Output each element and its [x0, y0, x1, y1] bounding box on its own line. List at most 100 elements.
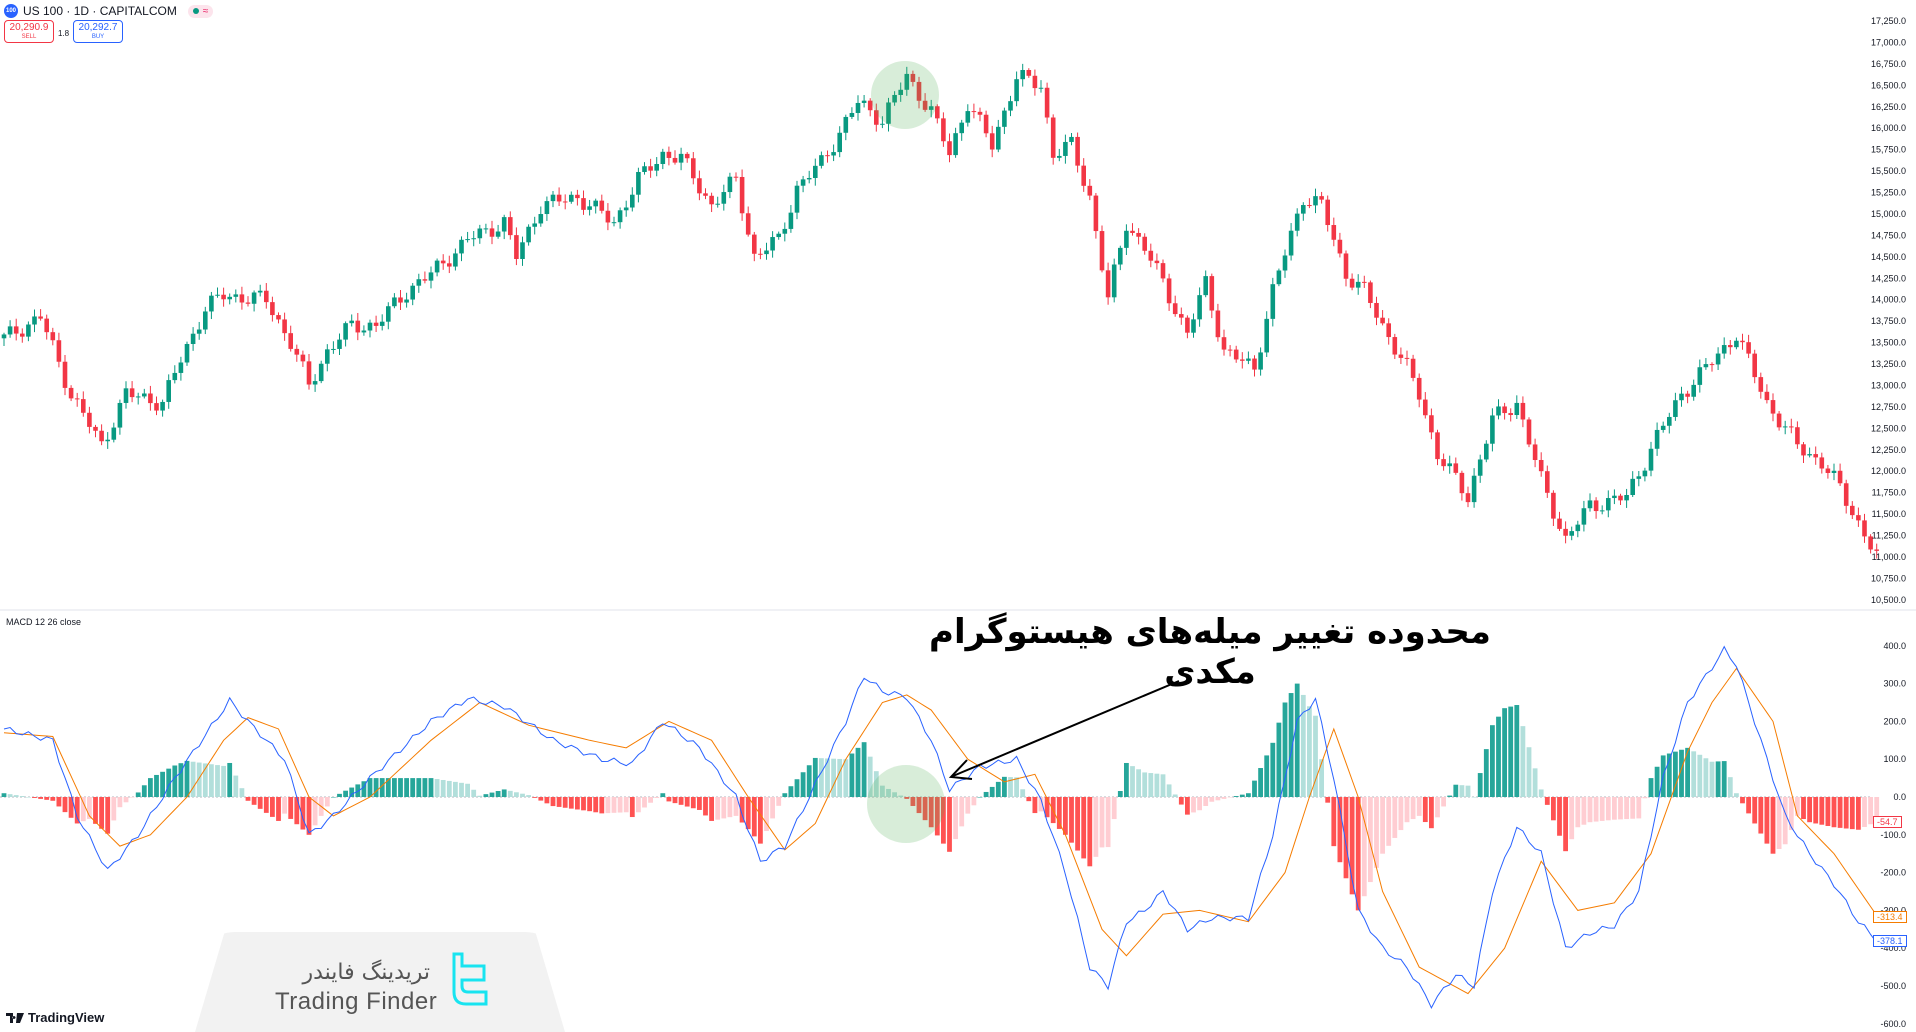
candle-body: [325, 349, 330, 364]
macd-axis-label: 200.0: [1883, 716, 1906, 726]
candle-body: [788, 212, 794, 229]
candle: [7, 320, 13, 338]
histogram-bar: [410, 778, 416, 797]
histogram-bar: [629, 797, 635, 818]
candle: [245, 296, 251, 307]
candle-body: [593, 200, 598, 207]
candle-body: [1709, 364, 1715, 366]
candle-body: [416, 279, 422, 286]
histogram-bar: [825, 758, 830, 797]
histogram-bar: [1868, 797, 1873, 825]
candle: [1416, 373, 1422, 408]
candle-body: [1221, 337, 1227, 350]
candle-body: [837, 132, 842, 153]
histogram-bar: [1526, 747, 1532, 797]
candle: [508, 211, 513, 240]
candle-body: [1215, 310, 1221, 338]
histogram-bar: [928, 797, 934, 828]
candle-body: [1160, 263, 1166, 279]
histogram-bar: [294, 797, 300, 825]
histogram-bar: [806, 765, 812, 797]
candle: [501, 214, 507, 240]
histogram-bar: [666, 797, 672, 802]
candle: [1, 332, 7, 347]
candle: [1837, 463, 1843, 487]
candle: [331, 341, 336, 354]
candle: [410, 283, 415, 306]
macd-legend[interactable]: MACD 12 26 close: [6, 617, 82, 627]
histogram-bar: [1282, 702, 1288, 797]
histogram-bar: [855, 747, 861, 797]
candle-body: [739, 176, 745, 214]
candle-body: [904, 73, 910, 90]
candle: [1856, 507, 1861, 527]
candle: [1471, 468, 1477, 508]
candle: [989, 125, 995, 158]
candle: [623, 200, 629, 217]
candle: [526, 224, 531, 246]
candle-body: [215, 294, 220, 296]
histogram-bar: [593, 797, 599, 813]
histogram-bar: [1648, 778, 1654, 797]
candle-body: [1514, 402, 1520, 416]
candle-body: [1337, 239, 1343, 254]
candle: [794, 180, 800, 220]
candle-body: [190, 333, 196, 344]
tradingview-logo[interactable]: TradingView: [6, 1010, 104, 1025]
candle-body: [1648, 448, 1654, 471]
candle-body: [1362, 281, 1367, 283]
candle: [1410, 354, 1416, 382]
candle-body: [1636, 476, 1642, 479]
candle: [1630, 471, 1635, 497]
candle: [1526, 417, 1532, 448]
candle: [1233, 345, 1239, 363]
histogram-bar: [227, 762, 233, 797]
candle-body: [1703, 364, 1709, 368]
candle: [935, 104, 940, 124]
histogram-bar: [44, 797, 50, 800]
sell-button[interactable]: 20,290.9 SELL: [4, 20, 54, 43]
market-status-pill[interactable]: ≈: [187, 4, 214, 18]
histogram-bar: [178, 763, 184, 797]
candle-body: [1813, 454, 1818, 458]
candle-body: [1331, 225, 1337, 240]
candle: [953, 127, 958, 158]
symbol-title[interactable]: US 100 · 1D · CAPITALCOM: [23, 4, 177, 18]
candle: [782, 222, 788, 242]
symbol-header[interactable]: 100 US 100 · 1D · CAPITALCOM ≈: [4, 4, 214, 18]
candle-body: [898, 89, 903, 95]
candle: [1252, 355, 1257, 377]
candle-body: [1203, 276, 1208, 296]
histogram-bar: [483, 794, 489, 797]
candle: [416, 273, 422, 293]
candle-body: [257, 290, 263, 293]
candle: [1642, 467, 1648, 482]
histogram-bar: [1575, 797, 1581, 828]
candle: [1349, 273, 1355, 291]
histogram-bar: [721, 797, 727, 819]
candle: [556, 187, 562, 207]
histogram-bar: [1837, 797, 1843, 828]
histogram-bar: [288, 797, 294, 819]
histogram-bar: [446, 780, 452, 797]
candle-body: [1551, 492, 1556, 519]
candle: [1843, 479, 1849, 514]
candle-body: [209, 295, 214, 312]
candle-body: [1715, 353, 1721, 365]
candle-body: [1545, 471, 1550, 493]
candle: [874, 103, 879, 132]
histogram-bar: [398, 778, 403, 797]
histogram-bar: [788, 786, 794, 797]
buy-button[interactable]: 20,292.7 BUY: [73, 20, 123, 43]
candle: [1264, 311, 1269, 357]
candle: [1142, 233, 1147, 255]
histogram-bar: [1313, 715, 1318, 797]
tradingview-logo-text: TradingView: [28, 1010, 105, 1025]
candle-body: [636, 171, 641, 195]
candle-body: [520, 242, 525, 260]
candle: [770, 231, 775, 258]
histogram-bar: [129, 797, 135, 798]
price-axis-label: 15,250.0: [1871, 188, 1906, 198]
candle-body: [1002, 110, 1007, 127]
